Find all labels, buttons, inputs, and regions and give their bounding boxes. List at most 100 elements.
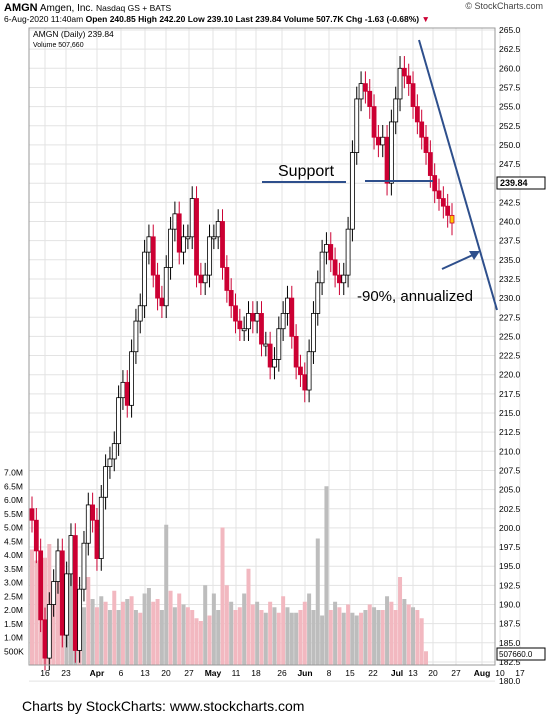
volume-bars [30, 486, 429, 665]
price-tick-label: 262.5 [499, 44, 521, 54]
volume-bar [415, 610, 420, 665]
volume-bar [207, 615, 212, 665]
candle-body [185, 236, 191, 240]
volume-bar [68, 568, 73, 665]
volume-tick-label: 6.5M [4, 481, 23, 491]
price-tick-label: 205.0 [499, 485, 521, 495]
date-tick-label: 15 [345, 668, 355, 678]
volume-bar [294, 612, 299, 665]
volume-bar [194, 618, 199, 665]
candle-body [388, 121, 394, 184]
candle-body [263, 343, 269, 347]
date-tick-label: 18 [251, 668, 261, 678]
candle-body [90, 504, 96, 521]
date-tick-label: 26 [277, 668, 287, 678]
exchange-name: Nasdaq GS + BATS [95, 3, 172, 13]
date-tick-label: 27 [451, 668, 461, 678]
price-chart: 265.0 262.5 260.0 257.5 255.0 252.5 250.0 247.5… [4, 25, 546, 686]
candle-body [211, 236, 217, 240]
price-axis: 265.0 262.5 260.0 257.5 255.0 252.5 250.0 247.5… [499, 25, 521, 686]
candle-body [159, 297, 165, 307]
volume-tick-label: 6.0M [4, 495, 23, 505]
volume-bar [281, 596, 286, 665]
candle-body [371, 106, 377, 138]
candle-body [46, 604, 52, 659]
candle-body [293, 335, 299, 368]
date-tick-label: 8 [327, 668, 332, 678]
candle-body [419, 121, 425, 138]
volume-bar [350, 612, 355, 665]
candle-body [207, 236, 212, 276]
date-tick-label: 16 [40, 668, 50, 678]
date-tick-label: 17 [515, 668, 525, 678]
date-tick-label: 20 [428, 668, 438, 678]
volume-bar [359, 612, 364, 665]
volume-tick-label: 4.5M [4, 536, 23, 546]
candle-body [354, 98, 360, 153]
volume-bar [341, 612, 346, 665]
date-tick-label: Apr [90, 668, 105, 678]
volume-tick-label: 7.0M [4, 468, 23, 478]
volume-bar [285, 607, 290, 665]
company-name: Amgen, Inc. [39, 3, 94, 14]
candle-body [155, 274, 160, 299]
volume-bar [406, 604, 411, 665]
volume-bar [346, 604, 351, 665]
volume-bar [164, 524, 169, 665]
candle-body [55, 550, 61, 582]
candle-body [68, 535, 74, 575]
arrow-shaft [441, 253, 476, 270]
candle-body [445, 205, 451, 216]
volume-bar [224, 585, 229, 665]
candle-body [449, 214, 455, 224]
candle-body [397, 67, 403, 100]
price-tick-label: 212.5 [499, 427, 521, 437]
candle-body [129, 351, 134, 406]
volume-bar [116, 610, 121, 665]
price-tick-label: 185.0 [499, 638, 521, 648]
volume-bar [268, 601, 273, 665]
candle-body [81, 542, 87, 590]
volume-tick-label: 500K [4, 646, 24, 656]
price-tick-label: 242.5 [499, 197, 521, 207]
candle-body [194, 198, 199, 276]
volume-bar [129, 596, 134, 665]
date-tick-label: May [205, 668, 222, 678]
quote-datetime: 6-Aug-2020 11:40am [4, 14, 84, 24]
candle-body [228, 290, 234, 307]
volume-bar [172, 607, 177, 665]
price-tick-label: 202.5 [499, 504, 521, 514]
price-tick-label: 247.5 [499, 159, 521, 169]
candle-body [146, 236, 152, 253]
candle-body [198, 274, 204, 284]
volume-bar [246, 568, 251, 665]
candle-body [350, 152, 355, 230]
volume-bar [30, 549, 34, 665]
volume-bar [424, 651, 429, 665]
header-line-2: 6-Aug-2020 11:40am Open 240.85 High 242.… [4, 14, 430, 24]
volume-bar [363, 610, 368, 665]
down-arrow-icon: ▼ [421, 14, 430, 24]
price-tick-label: 255.0 [499, 102, 521, 112]
price-tick-label: 220.0 [499, 370, 521, 380]
volume-bar [177, 593, 182, 665]
volume-bar [168, 590, 173, 665]
candle-body [367, 90, 373, 107]
candle-body [423, 136, 429, 153]
candle-body [306, 351, 312, 391]
price-tick-label: 230.0 [499, 293, 521, 303]
candle-body [98, 496, 104, 559]
plot-frame [28, 27, 496, 666]
candle-body [72, 535, 78, 651]
volume-bar [112, 590, 117, 665]
volume-bar [138, 612, 143, 665]
date-tick-label: Jul [391, 668, 403, 678]
candle-body [311, 313, 316, 353]
volume-bar [389, 601, 394, 665]
volume-bar [220, 527, 225, 665]
volume-bar [307, 593, 312, 665]
candle-body [163, 267, 169, 307]
candle-body [94, 519, 100, 559]
volume-bar [372, 607, 377, 665]
last-price-tag: 239.84 [500, 178, 528, 188]
